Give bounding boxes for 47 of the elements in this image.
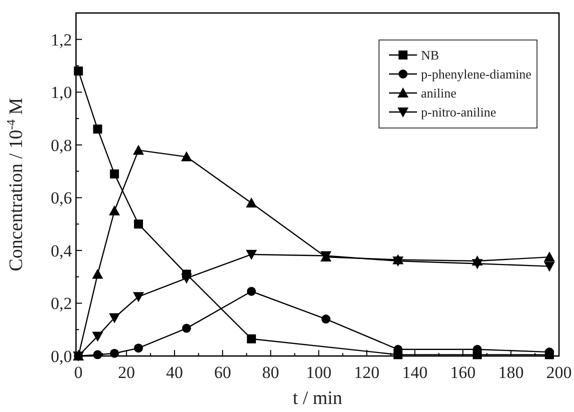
point	[321, 314, 330, 324]
point	[134, 220, 143, 229]
point	[108, 313, 120, 324]
x-tick-label: 0	[74, 363, 83, 382]
y-tick-label: 0,6	[50, 188, 72, 208]
point	[181, 274, 192, 284]
legend-label: NB	[421, 48, 440, 63]
point	[246, 286, 256, 296]
y-tick-label: 0,4	[50, 241, 72, 260]
x-axis-title: t / min	[292, 388, 343, 409]
point	[132, 292, 144, 302]
point	[110, 169, 119, 178]
y-tick-label: 0,2	[50, 294, 72, 314]
x-tick-label: 40	[166, 363, 184, 382]
y-tick-label: 1,2	[50, 30, 72, 50]
point	[181, 151, 192, 162]
point	[93, 350, 102, 360]
point	[108, 205, 120, 216]
point	[544, 252, 555, 262]
point	[110, 348, 119, 358]
point	[544, 262, 555, 272]
x-tick-label: 160	[450, 363, 476, 382]
point	[74, 66, 83, 76]
x-tick-label: 100	[306, 363, 332, 382]
point	[132, 144, 144, 155]
x-tick-label: 180	[498, 363, 524, 382]
y-tick-label: 0,0	[50, 346, 72, 366]
point	[182, 324, 192, 333]
point	[246, 197, 257, 208]
point	[93, 124, 102, 134]
point	[472, 259, 483, 270]
point	[92, 332, 104, 342]
y-tick-label: 0,8	[50, 136, 72, 155]
legend-label: p-phenylene-diamine	[421, 66, 532, 82]
legend-label: p-nitro-aniline	[421, 104, 496, 120]
legend-label: aniline	[421, 86, 457, 101]
point	[246, 334, 256, 344]
x-tick-label: 20	[118, 363, 135, 382]
point	[246, 250, 257, 260]
x-tick-label: 120	[354, 363, 380, 382]
x-tick-label: 140	[402, 363, 428, 382]
x-tick-label: 60	[214, 363, 232, 382]
y-tick-label: 1,0	[50, 83, 72, 102]
x-tick-label: 200	[546, 363, 572, 382]
point	[92, 268, 104, 279]
point	[134, 344, 143, 353]
x-tick-label: 80	[262, 363, 280, 382]
